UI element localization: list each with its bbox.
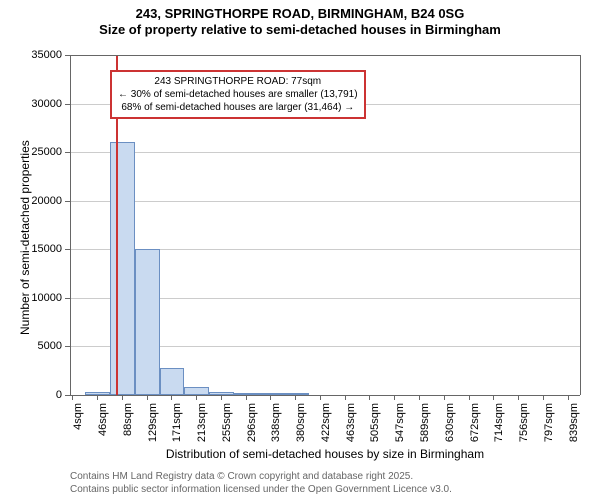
- annotation-line-2: ← 30% of semi-detached houses are smalle…: [118, 88, 358, 101]
- xtick-mark: [419, 395, 420, 400]
- annotation-line-1: 243 SPRINGTHORPE ROAD: 77sqm: [118, 75, 358, 88]
- xtick-mark: [493, 395, 494, 400]
- xtick-mark: [345, 395, 346, 400]
- xtick-mark: [543, 395, 544, 400]
- xtick-mark: [568, 395, 569, 400]
- xtick-label: 422sqm: [320, 403, 332, 453]
- xtick-mark: [147, 395, 148, 400]
- xtick-label: 129sqm: [147, 403, 159, 453]
- xtick-label: 255sqm: [221, 403, 233, 453]
- ytick-label: 25000: [22, 146, 62, 158]
- annotation-box: 243 SPRINGTHORPE ROAD: 77sqm← 30% of sem…: [110, 70, 366, 119]
- xtick-mark: [122, 395, 123, 400]
- xtick-label: 630sqm: [444, 403, 456, 453]
- histogram-bar: [184, 387, 209, 395]
- xtick-label: 839sqm: [568, 403, 580, 453]
- ytick-label: 10000: [22, 292, 62, 304]
- xtick-mark: [72, 395, 73, 400]
- footer-attribution: Contains HM Land Registry data © Crown c…: [70, 470, 452, 496]
- xtick-mark: [469, 395, 470, 400]
- title-line-2: Size of property relative to semi-detach…: [0, 22, 600, 38]
- footer-line-1: Contains HM Land Registry data © Crown c…: [70, 470, 452, 483]
- ytick-label: 5000: [22, 340, 62, 352]
- plot-border-right: [580, 55, 581, 395]
- histogram-bar: [135, 249, 160, 395]
- xtick-label: 4sqm: [72, 403, 84, 453]
- xtick-mark: [295, 395, 296, 400]
- plot-area: 243 SPRINGTHORPE ROAD: 77sqm← 30% of sem…: [70, 55, 580, 395]
- chart-title: 243, SPRINGTHORPE ROAD, BIRMINGHAM, B24 …: [0, 0, 600, 39]
- xtick-mark: [394, 395, 395, 400]
- ytick-label: 20000: [22, 195, 62, 207]
- xtick-label: 589sqm: [419, 403, 431, 453]
- xtick-mark: [246, 395, 247, 400]
- xtick-label: 46sqm: [97, 403, 109, 453]
- ytick-label: 30000: [22, 98, 62, 110]
- xtick-label: 380sqm: [295, 403, 307, 453]
- xtick-label: 714sqm: [493, 403, 505, 453]
- y-axis-line: [70, 55, 71, 395]
- chart-container: 243, SPRINGTHORPE ROAD, BIRMINGHAM, B24 …: [0, 0, 600, 500]
- xtick-mark: [270, 395, 271, 400]
- xtick-mark: [171, 395, 172, 400]
- xtick-label: 672sqm: [469, 403, 481, 453]
- xtick-mark: [444, 395, 445, 400]
- xtick-mark: [97, 395, 98, 400]
- xtick-label: 797sqm: [543, 403, 555, 453]
- plot-border-top: [70, 55, 580, 56]
- xtick-label: 213sqm: [196, 403, 208, 453]
- histogram-bar: [160, 368, 185, 395]
- xtick-mark: [518, 395, 519, 400]
- y-axis-label: Number of semi-detached properties: [18, 140, 32, 335]
- xtick-mark: [221, 395, 222, 400]
- footer-line-2: Contains public sector information licen…: [70, 483, 452, 496]
- xtick-label: 171sqm: [171, 403, 183, 453]
- ytick-label: 35000: [22, 49, 62, 61]
- histogram-bar: [110, 142, 135, 395]
- grid-line: [70, 201, 580, 202]
- xtick-label: 338sqm: [270, 403, 282, 453]
- xtick-mark: [196, 395, 197, 400]
- title-line-1: 243, SPRINGTHORPE ROAD, BIRMINGHAM, B24 …: [0, 6, 600, 22]
- ytick-label: 15000: [22, 243, 62, 255]
- xtick-mark: [320, 395, 321, 400]
- ytick-label: 0: [22, 389, 62, 401]
- xtick-label: 88sqm: [122, 403, 134, 453]
- xtick-label: 756sqm: [518, 403, 530, 453]
- grid-line: [70, 152, 580, 153]
- xtick-label: 296sqm: [246, 403, 258, 453]
- xtick-label: 505sqm: [369, 403, 381, 453]
- xtick-label: 463sqm: [345, 403, 357, 453]
- xtick-mark: [369, 395, 370, 400]
- xtick-label: 547sqm: [394, 403, 406, 453]
- annotation-line-3: 68% of semi-detached houses are larger (…: [118, 101, 358, 114]
